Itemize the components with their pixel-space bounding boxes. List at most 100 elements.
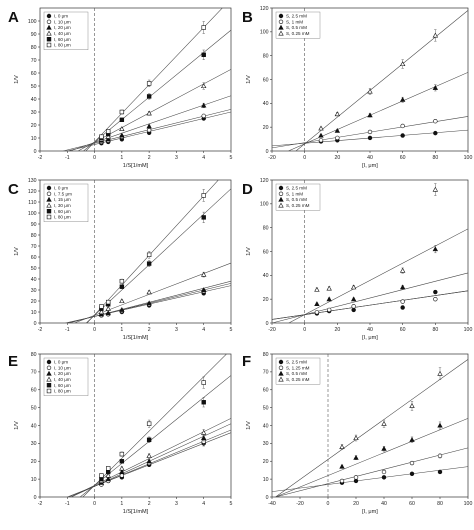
data-point xyxy=(146,94,152,99)
legend-label: S, 0.25 mM xyxy=(286,31,310,36)
x-tick-label: 80 xyxy=(437,501,443,507)
y-tick-label: 20 xyxy=(263,297,269,303)
data-point xyxy=(399,284,406,290)
y-tick-label: 100 xyxy=(260,202,269,208)
x-tick-label: 2 xyxy=(148,501,151,507)
data-point xyxy=(367,129,373,135)
data-point xyxy=(399,267,406,273)
x-tick-label: 4 xyxy=(202,327,205,333)
legend-label: S, 0.25 mM xyxy=(286,377,310,382)
data-point xyxy=(146,300,152,306)
x-tick-label: -1 xyxy=(65,155,70,161)
y-tick-label: 100 xyxy=(28,19,37,25)
x-tick-label: 60 xyxy=(409,501,415,507)
legend-box xyxy=(275,11,321,39)
x-tick-label: 5 xyxy=(230,155,233,161)
x-axis-label: 1/S[1/mM] xyxy=(123,163,149,169)
x-tick-label: 20 xyxy=(353,501,359,507)
plot-frame xyxy=(39,7,232,152)
data-point xyxy=(339,444,345,449)
y-tick-label: 70 xyxy=(31,244,37,250)
y-axis-label: 1/V xyxy=(246,75,252,84)
x-tick-label: 80 xyxy=(432,155,438,161)
legend-marker xyxy=(46,30,52,36)
data-point xyxy=(106,129,111,134)
fit-line xyxy=(82,354,227,497)
data-point xyxy=(339,463,345,469)
x-tick-label: 80 xyxy=(432,327,438,333)
data-point xyxy=(433,130,438,136)
data-point xyxy=(119,298,125,304)
panel-e: E-2 -1 0 1 2 3 4 5010203040506070801/S[1/mM]1/V… xyxy=(8,352,233,515)
y-tick-label: 100 xyxy=(260,30,269,36)
y-tick-label: 30 xyxy=(31,110,37,116)
y-tick-label: 50 xyxy=(263,405,269,411)
legend-label: I, 20 μm xyxy=(54,371,71,376)
x-tick-label: -2 xyxy=(38,327,43,333)
legend-marker xyxy=(278,359,284,365)
fit-lines xyxy=(65,180,231,323)
data-point xyxy=(119,278,125,284)
y-tick-label: 0 xyxy=(266,321,269,327)
data-point xyxy=(146,289,152,295)
legend-label: S, 2.5 mM xyxy=(286,186,307,191)
legend-marker xyxy=(46,388,52,394)
data-point xyxy=(119,459,125,464)
fit-line xyxy=(272,466,468,492)
x-tick-label: -40 xyxy=(268,501,276,507)
data-point xyxy=(433,119,438,124)
data-point xyxy=(367,112,373,118)
fit-line xyxy=(74,262,231,323)
y-tick-label: 60 xyxy=(31,255,37,261)
data-point xyxy=(105,305,111,311)
y-axis-label: 1/V xyxy=(246,247,252,256)
x-tick-label: -20 xyxy=(296,501,304,507)
legend-marker xyxy=(278,365,284,370)
fit-line xyxy=(275,418,468,497)
y-tick-label: 60 xyxy=(31,388,37,394)
legend-marker xyxy=(46,13,52,19)
x-tick-label: 3 xyxy=(175,155,178,161)
x-tick-label: 0 xyxy=(303,155,306,161)
data-point xyxy=(98,309,105,315)
data-point xyxy=(326,296,332,302)
data-point xyxy=(201,215,206,220)
data-point xyxy=(353,475,359,480)
data-point xyxy=(201,193,206,198)
x-tick-label: 0 xyxy=(327,501,330,507)
y-tick-label: 120 xyxy=(260,6,269,12)
legend-label: I, 0 μm xyxy=(54,14,68,19)
y-tick-label: 80 xyxy=(31,352,37,358)
data-point xyxy=(106,469,111,475)
data-point xyxy=(105,133,111,139)
legend-marker xyxy=(278,202,284,208)
data-point xyxy=(381,475,387,480)
data-point xyxy=(318,125,324,131)
legend-marker xyxy=(46,191,52,197)
y-tick-label: 50 xyxy=(31,84,37,90)
data-point xyxy=(326,307,332,313)
x-tick-label: 1 xyxy=(120,501,123,507)
fit-line xyxy=(86,180,219,323)
x-tick-label: 1 xyxy=(120,327,123,333)
data-point xyxy=(201,380,206,385)
y-tick-label: 0 xyxy=(34,321,37,327)
y-tick-label: 20 xyxy=(31,459,37,465)
y-tick-label: 20 xyxy=(263,459,269,465)
x-tick-label: 0 xyxy=(93,155,96,161)
data-point xyxy=(106,466,111,471)
legend-label: S, 0.5 mM xyxy=(286,25,307,30)
legend-label: I, 0 μm xyxy=(54,186,68,191)
legend-label: S, 2.5 mM xyxy=(286,14,307,19)
data-point xyxy=(432,246,439,252)
panel-f: F -40 -20 0 20 40 60 80 100 0 10 20 30 40 50 60 70 80 [I, … xyxy=(242,352,472,515)
x-tick-label: 60 xyxy=(400,155,406,161)
data-point xyxy=(146,123,152,129)
legend-marker xyxy=(46,209,52,214)
data-point xyxy=(334,111,341,117)
data-point xyxy=(409,460,415,466)
data-point xyxy=(318,138,324,143)
legend-marker xyxy=(46,36,52,42)
